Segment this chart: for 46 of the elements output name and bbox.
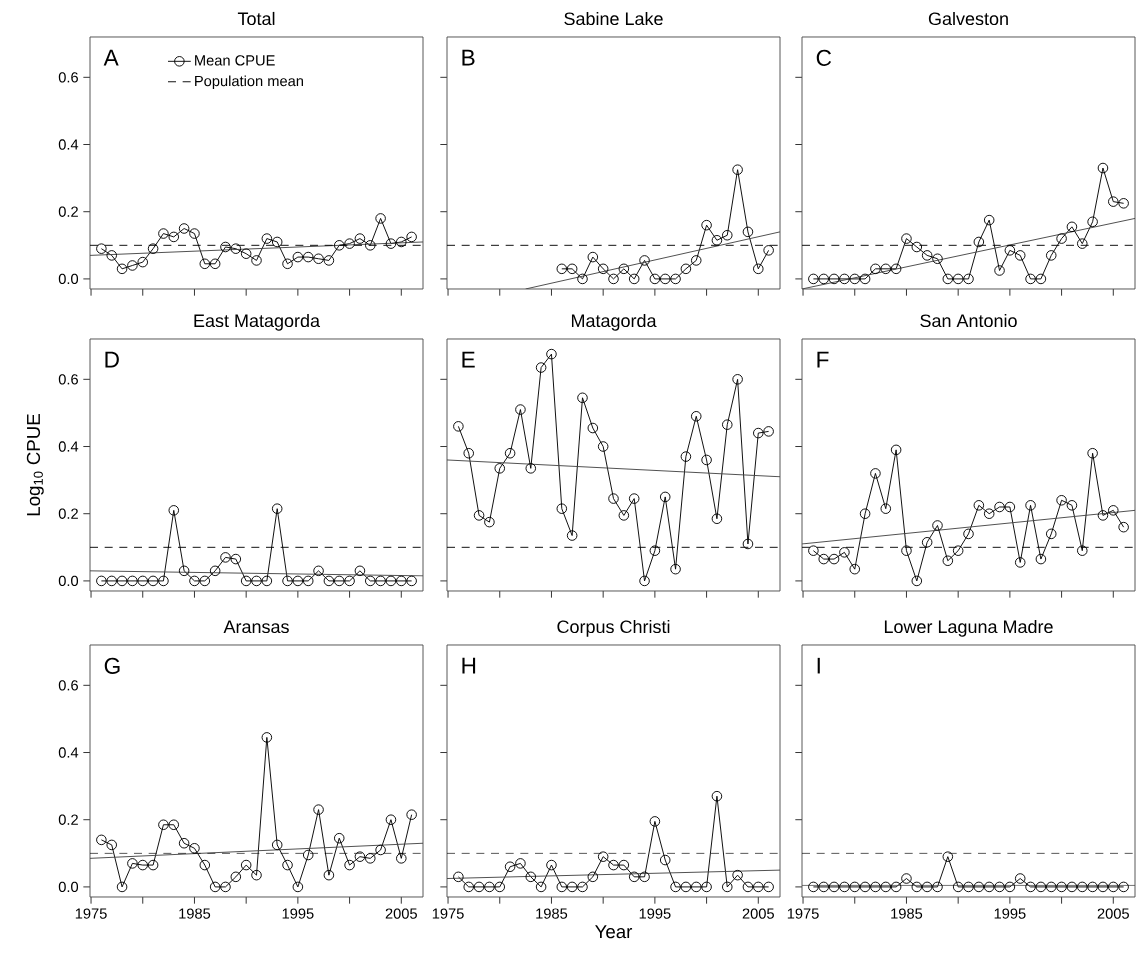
annotation: B [462,49,475,66]
annotation: E [462,351,475,368]
chart-title: Matagorda [571,313,657,331]
y-tick-label: 0.4 [58,139,79,150]
y-tick-label: 0.6 [58,374,78,385]
x-axis-title: Year [595,925,633,939]
annotation: G [104,657,120,674]
annotation: H [462,657,476,674]
chart-title: Lower Laguna Madre [884,619,1053,637]
chart-title: Corpus Christi [557,619,670,637]
x-tick-label: 1995 [282,908,314,919]
chart-title: East Matagorda [194,313,321,331]
x-tick-label: 1975 [787,908,819,919]
y-tick-label: 0.2 [58,206,78,217]
y-tick-label: 0.2 [58,508,78,519]
y-tick-label: 0.0 [58,273,79,285]
x-tick-label: 1985 [891,908,923,919]
annotation: C [816,49,832,66]
y-axis-title: Log$_{10}$ CPUE [26,414,44,516]
x-tick-label: 1975 [75,908,107,919]
chart-title: Total [237,11,275,26]
annotation: A [103,49,119,66]
chart-title: San Antonio [920,313,1017,328]
y-tick-label: 0.6 [58,72,78,83]
x-tick-label: 2005 [1097,908,1129,919]
y-tick-label: 0.6 [58,680,78,691]
x-tick-label: 2005 [742,908,774,919]
annotation: F [817,351,829,368]
annotation: I [817,657,820,674]
x-tick-label: 1985 [536,908,568,919]
y-tick-label: 0.0 [58,881,79,893]
y-tick-label: 0.2 [58,814,78,825]
legend-label: Mean CPUE [195,55,275,66]
x-tick-label: 2005 [385,908,417,919]
chart-title: Aransas [223,620,289,634]
chart-title: Galveston [928,11,1008,26]
x-tick-label: 1985 [179,908,211,919]
x-tick-label: 1995 [994,908,1026,919]
y-tick-label: 0.4 [58,441,79,452]
y-tick-label: 0.4 [58,747,79,758]
annotation: D [105,351,119,368]
x-tick-label: 1975 [432,908,464,919]
x-tick-label: 1995 [639,908,671,919]
chart-title: Sabine Lake [564,11,663,26]
y-tick-label: 0.0 [58,575,79,587]
legend-label: Population mean [195,75,303,90]
